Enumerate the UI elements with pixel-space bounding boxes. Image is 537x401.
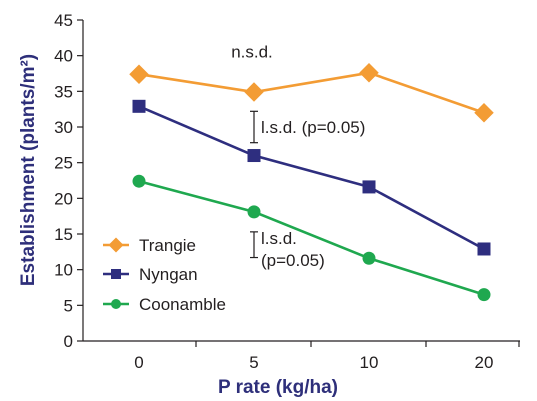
coonamble-point (362, 251, 376, 265)
legend: Trangie Nyngan Coonamble (103, 236, 226, 314)
coonamble-point (247, 205, 261, 219)
nyngan-point (362, 180, 376, 194)
trangie-point (129, 64, 149, 84)
legend-item-nyngan: Nyngan (103, 265, 198, 284)
y-tick-label: 25 (54, 154, 73, 173)
y-tick-label: 10 (54, 261, 73, 280)
nyngan-point (132, 99, 146, 113)
y-axis: 0 5 10 15 20 25 30 35 40 45 (54, 11, 84, 351)
coonamble-line (138, 179, 485, 296)
trangie-point (474, 102, 494, 123)
legend-marker (111, 299, 121, 309)
y-tick-label: 30 (54, 118, 73, 137)
legend-label: Coonamble (139, 295, 226, 314)
nyngan-point (247, 149, 261, 163)
lsd-label-line2: (p=0.05) (261, 251, 325, 270)
series-layer (129, 63, 494, 302)
series-nyngan (132, 99, 491, 256)
series-coonamble (132, 174, 491, 302)
y-tick-label: 15 (54, 225, 73, 244)
x-tick-label: 20 (475, 353, 494, 372)
nyngan-line (138, 105, 485, 251)
coonamble-point (477, 288, 491, 302)
y-tick-label: 45 (54, 11, 73, 30)
legend-label: Trangie (139, 236, 196, 255)
trangie-line (138, 71, 485, 114)
x-tick-label: 0 (134, 353, 143, 372)
nyngan-point (477, 242, 491, 256)
legend-marker (108, 237, 124, 253)
y-tick-label: 20 (54, 189, 73, 208)
x-axis: 0 5 10 20 (83, 340, 520, 372)
y-tick-label: 0 (64, 332, 73, 351)
nsd-annotation: n.s.d. (231, 42, 273, 61)
trangie-point (244, 82, 264, 102)
lsd-bar-lower: l.s.d. (p=0.05) (250, 229, 325, 270)
lsd-bar-upper: l.s.d. (p=0.05) (250, 110, 365, 144)
legend-marker (111, 269, 121, 279)
y-tick-label: 5 (64, 296, 73, 315)
x-axis-title: P rate (kg/ha) (218, 377, 338, 398)
x-tick-label: 10 (360, 353, 379, 372)
lsd-label: l.s.d. (p=0.05) (261, 118, 365, 137)
x-tick-label: 5 (249, 353, 258, 372)
y-tick-label: 35 (54, 82, 73, 101)
y-tick-label: 40 (54, 47, 73, 66)
legend-label: Nyngan (139, 265, 198, 284)
legend-item-coonamble: Coonamble (103, 295, 226, 314)
lsd-label: l.s.d. (261, 229, 297, 248)
y-axis-title: Establishment (plants/m²) (18, 54, 39, 286)
annotations: n.s.d.l.s.d. (p=0.05)l.s.d.(p=0.05) (231, 42, 365, 269)
coonamble-point (132, 174, 146, 188)
trangie-point (359, 63, 379, 83)
series-trangie (129, 63, 494, 123)
legend-item-trangie: Trangie (103, 236, 196, 255)
